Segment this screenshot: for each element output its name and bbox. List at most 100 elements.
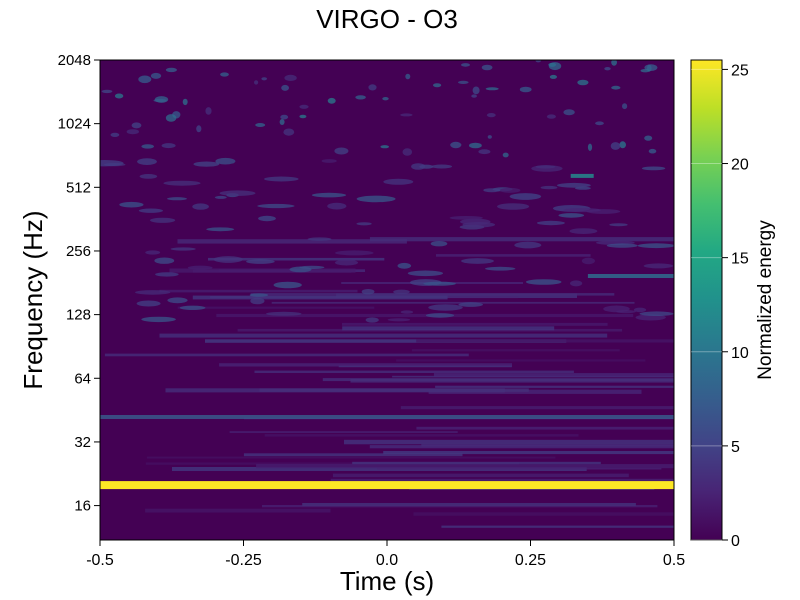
noise-blob <box>411 163 426 170</box>
noise-blob <box>205 107 212 115</box>
x-tick-label: -0.5 <box>86 552 114 569</box>
noise-blob <box>380 145 390 149</box>
colorbar-axis: 0 5 10 15 20 25 <box>691 62 749 550</box>
noise-blob <box>407 270 444 277</box>
noise-blob <box>150 72 162 79</box>
noise-streak <box>146 456 556 459</box>
noise-blob <box>110 132 120 137</box>
noise-streak <box>177 239 407 244</box>
noise-blob <box>478 149 491 155</box>
noise-blob <box>639 311 674 317</box>
noise-blob <box>356 222 372 226</box>
noise-streak <box>250 293 615 296</box>
noise-blob <box>610 142 621 150</box>
noise-blob <box>461 63 470 67</box>
noise-streak <box>159 333 608 338</box>
noise-blob <box>606 243 638 248</box>
noise-streak <box>254 370 574 373</box>
noise-blob <box>393 289 410 295</box>
noise-blob <box>327 202 347 210</box>
noise-blob <box>192 203 209 210</box>
noise-blob <box>637 243 674 249</box>
noise-blob <box>609 223 628 227</box>
colorbar-tick-label: 15 <box>731 251 749 268</box>
y-axis: 16 32 64 128 256 512 1024 2048 <box>58 52 100 515</box>
noise-blob <box>249 293 269 297</box>
y-tick-label: 128 <box>66 307 91 324</box>
noise-blob <box>257 203 295 209</box>
noise-blob <box>485 266 516 271</box>
noise-streak <box>332 473 629 478</box>
noise-blob <box>266 311 302 316</box>
noise-blob <box>643 263 674 269</box>
noise-streak <box>243 453 463 457</box>
noise-blob <box>311 192 347 198</box>
y-tick-label: 16 <box>74 498 91 515</box>
noise-blob <box>535 60 542 63</box>
noise-blob <box>131 122 142 129</box>
noise-blob <box>485 87 499 91</box>
noise-streak <box>421 443 674 447</box>
noise-blob <box>563 208 602 213</box>
energy-feature <box>587 274 674 278</box>
noise-blob <box>163 180 201 186</box>
x-tick-label: -0.25 <box>225 552 262 569</box>
noise-blob <box>640 69 650 73</box>
noise-blob <box>170 247 196 251</box>
noise-blob <box>402 148 413 156</box>
noise-blob <box>141 144 154 149</box>
noise-blob <box>327 97 336 104</box>
noise-streak <box>229 431 458 433</box>
plot-background <box>100 60 674 540</box>
noise-blob <box>622 103 628 110</box>
noise-blob <box>299 114 307 119</box>
noise-streak <box>216 313 634 318</box>
y-tick-label: 2048 <box>58 52 91 69</box>
noise-streak <box>208 257 385 261</box>
noise-streak <box>436 254 591 257</box>
noise-blob <box>387 318 411 322</box>
noise-blob <box>472 86 480 95</box>
noise-blob <box>433 83 442 88</box>
noise-blob <box>509 193 542 200</box>
noise-blob <box>258 215 276 222</box>
noise-blob <box>514 241 542 249</box>
noise-blob <box>361 289 375 295</box>
noise-blob <box>334 250 374 256</box>
noise-blob <box>219 190 256 196</box>
noise-blob <box>254 80 259 85</box>
noise-blob <box>280 114 289 120</box>
noise-blob <box>250 297 265 305</box>
noise-blob <box>487 135 492 139</box>
noise-blob <box>486 113 496 118</box>
noise-streak <box>411 349 620 352</box>
noise-blob <box>182 98 188 106</box>
noise-streak <box>256 464 674 469</box>
noise-blob <box>397 262 412 269</box>
noise-blob <box>137 158 157 166</box>
noise-blob <box>213 256 243 263</box>
noise-blob <box>193 161 220 167</box>
noise-blob <box>481 64 493 71</box>
y-tick-label: 64 <box>74 370 91 387</box>
noise-streak <box>441 525 674 528</box>
noise-blob <box>450 141 462 149</box>
noise-blob <box>255 123 266 127</box>
colorbar <box>690 59 723 541</box>
energy-feature <box>100 415 674 419</box>
noise-streak <box>330 478 674 482</box>
noise-blob <box>400 113 413 117</box>
noise-blob <box>430 241 448 247</box>
noise-blob <box>141 316 176 323</box>
noise-blob <box>536 220 565 226</box>
noise-streak <box>344 439 674 445</box>
noise-streak <box>377 468 662 470</box>
noise-blob <box>135 290 171 295</box>
noise-blob <box>382 97 389 101</box>
y-tick-label: 256 <box>66 243 91 260</box>
noise-blob <box>616 310 636 314</box>
noise-blob <box>423 281 456 286</box>
noise-blob <box>641 166 666 171</box>
noise-blob <box>100 160 124 167</box>
